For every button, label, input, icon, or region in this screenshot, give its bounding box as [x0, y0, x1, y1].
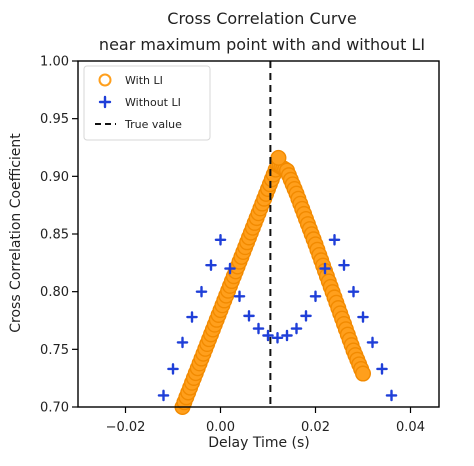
legend-label: Without LI [125, 96, 181, 109]
without-li-point [319, 262, 331, 275]
legend-label: True value [124, 118, 182, 131]
without-li-point [271, 332, 284, 344]
without-li-point [243, 310, 255, 322]
without-li-point [309, 290, 322, 303]
without-li-point [376, 363, 388, 375]
x-tick-label: 0.00 [206, 420, 235, 435]
without-li-point [205, 259, 217, 271]
chart-title-line-2: near maximum point with and without LI [99, 35, 425, 54]
without-li-point [167, 363, 179, 375]
y-tick-label: 1.00 [40, 55, 69, 70]
without-li-point [195, 285, 208, 298]
without-li-point [366, 336, 379, 349]
without-li-point [252, 322, 265, 335]
with-li-point [355, 365, 372, 382]
without-li-point [281, 329, 293, 342]
without-li-point [290, 322, 303, 335]
y-tick-label: 0.90 [40, 170, 69, 185]
legend-box [83, 65, 211, 141]
without-li-point [186, 311, 198, 323]
y-tick-label: 0.70 [40, 401, 69, 416]
y-tick-label: 0.85 [40, 228, 69, 243]
y-tick-label: 0.95 [40, 112, 69, 127]
x-axis-label: Delay Time (s) [208, 435, 310, 451]
legend-with-li-marker [98, 73, 112, 87]
chart-title-line-1: Cross Correlation Curve [167, 9, 356, 28]
without-li-point [328, 233, 341, 246]
x-tick-label: −0.02 [106, 420, 146, 435]
legend-label: With LI [125, 74, 163, 87]
without-li-point [214, 233, 227, 246]
legend: With LI Without LI True value [83, 65, 211, 141]
y-tick-label: 0.75 [40, 343, 69, 358]
legend-without-li-marker [98, 95, 112, 109]
without-li-point [357, 311, 369, 323]
plot-area [157, 61, 398, 416]
axes: −0.02 0.00 0.02 0.04 0.70 0.75 0.80 0.85 0.90 0.9… [40, 55, 425, 436]
without-li-point [347, 285, 360, 298]
x-tick-label: 0.02 [301, 420, 330, 435]
without-li-point [385, 389, 398, 402]
without-li-point [262, 329, 274, 342]
without-li-point [300, 310, 312, 322]
without-li-point [176, 336, 189, 349]
without-li-point [233, 290, 246, 303]
with-li-point [270, 149, 287, 166]
without-li-point [157, 389, 170, 402]
x-tick-label: 0.04 [396, 420, 425, 435]
without-li-point [338, 259, 350, 271]
without-li-point [224, 262, 236, 275]
y-axis-label: Cross Correlation Coefficient [8, 133, 24, 333]
y-tick-label: 0.80 [40, 285, 69, 300]
